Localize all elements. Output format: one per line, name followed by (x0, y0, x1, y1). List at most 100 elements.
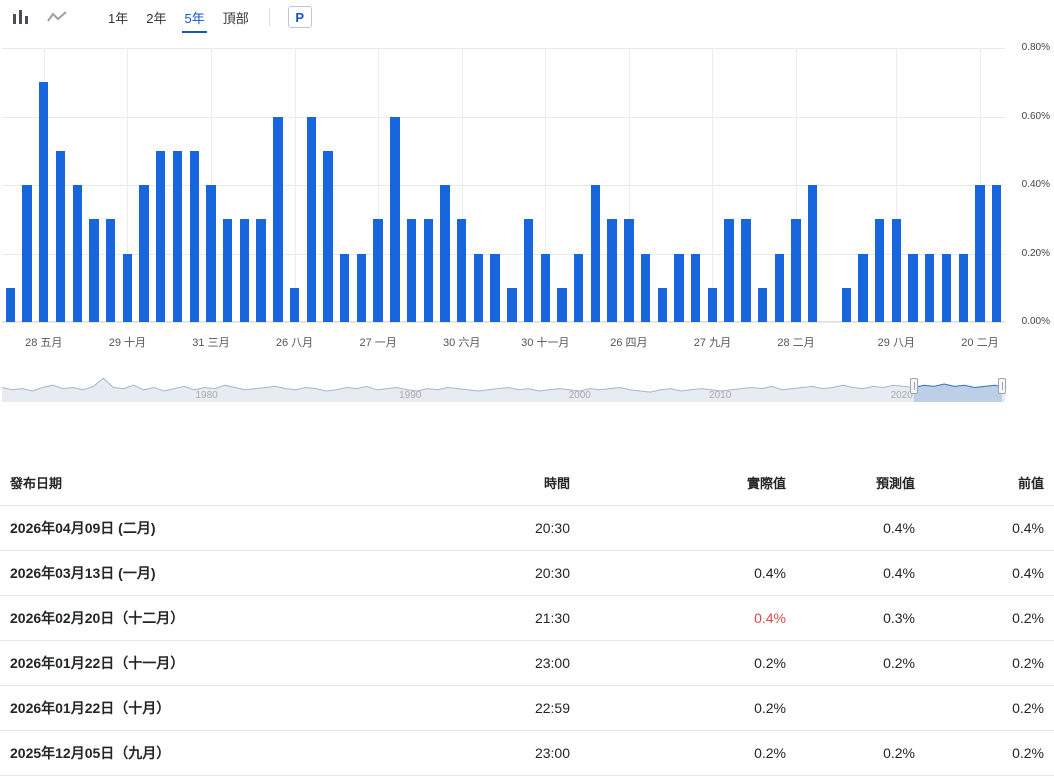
chart-bar[interactable] (925, 253, 935, 322)
chart-bar[interactable] (908, 253, 918, 322)
h-gridline (2, 116, 1005, 118)
table-row[interactable]: 2026年04月09日 (二月) 20:30 0.4% 0.4% (0, 505, 1054, 551)
period-selector: 1年 2年 5年 頂部 (106, 2, 251, 33)
chart-bar[interactable] (222, 219, 233, 322)
chart-bar[interactable] (640, 253, 651, 322)
previous-cell: 0.4% (925, 550, 1054, 596)
bar-chart-type-button[interactable] (8, 5, 34, 29)
chart-bar[interactable] (657, 287, 667, 322)
v-gridline (628, 48, 630, 322)
chart-bar[interactable] (206, 185, 216, 322)
chart-bar[interactable] (340, 253, 350, 322)
chart-bar[interactable] (406, 219, 417, 322)
chart-bar[interactable] (39, 82, 49, 322)
x-tick-label: 29 八月 (877, 337, 915, 349)
period-top[interactable]: 頂部 (222, 10, 249, 26)
x-axis-baseline (2, 321, 1005, 322)
chart-bar[interactable] (156, 150, 166, 322)
release-date-cell: 2026年02月20日（十二月） (0, 595, 460, 641)
line-chart-type-button[interactable] (44, 5, 70, 29)
previous-cell: 0.2% (925, 640, 1054, 686)
chart-bar[interactable] (473, 253, 484, 322)
chart-bar[interactable] (105, 219, 116, 322)
chart-bar[interactable] (674, 253, 684, 322)
x-tick-label: 31 三月 (192, 337, 230, 349)
column-header: 預測值 (796, 460, 925, 506)
range-navigator[interactable]: 1980 1990 2000 2010 2020 (2, 370, 1006, 402)
chart-bar[interactable] (757, 287, 768, 322)
chart-bar[interactable] (941, 253, 952, 322)
period-5y[interactable]: 5年 (182, 2, 207, 33)
chart-bar[interactable] (189, 150, 199, 322)
navigator-left-handle[interactable] (909, 378, 918, 394)
chart-bar[interactable] (356, 253, 367, 322)
chart-bar[interactable] (256, 219, 266, 322)
chart-bar[interactable] (239, 219, 250, 322)
time-cell: 20:30 (460, 505, 580, 551)
column-header: 實際值 (580, 460, 796, 506)
chart-bar[interactable] (858, 253, 868, 322)
chart-bar[interactable] (139, 185, 149, 322)
v-gridline (461, 48, 463, 322)
chart-bar[interactable] (273, 116, 283, 322)
y-tick-label: 0.80% (1021, 42, 1050, 53)
chart-bar[interactable] (557, 287, 567, 322)
forecast-cell: 0.4% (796, 505, 925, 551)
chart-bar[interactable] (440, 185, 450, 322)
column-header: 時間 (460, 460, 580, 506)
chart-bar[interactable] (323, 150, 333, 322)
chart-bar[interactable] (507, 287, 517, 322)
chart-bar[interactable] (808, 185, 818, 322)
chart-bar[interactable] (574, 253, 584, 322)
chart-bar[interactable] (607, 219, 617, 322)
chart-bar[interactable] (707, 287, 718, 322)
chart-bar[interactable] (457, 219, 467, 322)
chart-bar[interactable] (289, 287, 300, 322)
chart-bar[interactable] (22, 185, 32, 322)
chart-bar[interactable] (958, 253, 968, 322)
chart-bar[interactable] (774, 253, 784, 322)
chart-bar[interactable] (874, 219, 885, 322)
chart-bar[interactable] (691, 253, 701, 322)
chart-bar[interactable] (791, 219, 801, 322)
release-date-cell: 2026年04月09日 (二月) (0, 505, 460, 551)
chart-bar[interactable] (891, 219, 902, 322)
chart-bar[interactable] (490, 253, 500, 322)
chart-bar[interactable] (89, 219, 99, 322)
toolbar-divider (268, 8, 270, 26)
chart-bar[interactable] (390, 116, 400, 322)
table-row[interactable]: 2026年01月22日（十一月） 23:00 0.2% 0.2% 0.2% (0, 640, 1054, 686)
chart-bar[interactable] (423, 219, 433, 322)
period-1y[interactable]: 1年 (108, 10, 129, 26)
actual-cell: 0.4% (580, 595, 796, 641)
period-2y[interactable]: 2年 (146, 10, 167, 26)
v-gridline (712, 48, 714, 322)
chart-bar[interactable] (724, 219, 734, 322)
chart-bar[interactable] (741, 219, 751, 322)
chart-bar[interactable] (373, 219, 383, 322)
actual-cell: 0.4% (580, 550, 796, 596)
chart-bar[interactable] (122, 253, 133, 322)
chart-bar[interactable] (523, 219, 534, 322)
chart-bar[interactable] (55, 150, 66, 322)
chart-bar[interactable] (624, 219, 634, 322)
table-row[interactable]: 2026年03月13日 (一月) 20:30 0.4% 0.4% 0.4% (0, 550, 1054, 596)
chart-bar[interactable] (590, 185, 601, 322)
bar-chart: 0.80% 0.60% 0.40% 0.20% 0.00% 28 五月 29 十月 31 三… (0, 34, 1054, 364)
chart-bar[interactable] (72, 185, 82, 322)
release-date-cell: 2026年03月13日 (一月) (0, 550, 460, 596)
navigator-right-handle[interactable] (997, 378, 1006, 394)
chart-bar[interactable] (172, 150, 183, 322)
chart-bar[interactable] (306, 116, 316, 322)
chart-bar[interactable] (5, 287, 16, 322)
table-row[interactable]: 2026年01月22日（十月） 22:59 0.2% 0.2% (0, 685, 1054, 731)
chart-bar[interactable] (975, 185, 985, 322)
forecast-cell: 0.4% (796, 550, 925, 596)
table-row[interactable]: 2025年12月05日（九月） 23:00 0.2% 0.2% 0.2% (0, 730, 1054, 776)
p-button[interactable]: P (287, 6, 312, 28)
chart-bar[interactable] (540, 253, 550, 322)
time-cell: 20:30 (460, 550, 580, 596)
chart-bar[interactable] (991, 185, 1002, 322)
table-row[interactable]: 2026年02月20日（十二月） 21:30 0.4% 0.3% 0.2% (0, 595, 1054, 641)
chart-bar[interactable] (841, 287, 851, 322)
